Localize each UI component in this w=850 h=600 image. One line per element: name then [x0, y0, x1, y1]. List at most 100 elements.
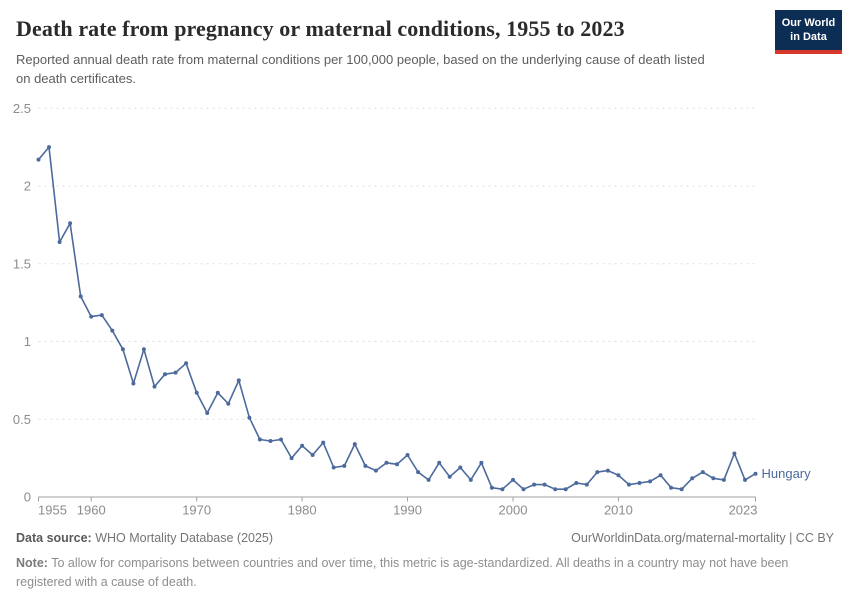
data-point-marker [68, 221, 73, 226]
owid-logo: Our World in Data [775, 10, 842, 54]
data-point-marker [627, 482, 631, 487]
x-axis-tick-label: 1960 [77, 503, 106, 518]
data-point-marker [78, 294, 83, 299]
data-point-marker [279, 437, 283, 442]
data-point-marker [679, 487, 684, 492]
data-point-marker [563, 487, 568, 492]
data-point-marker [732, 451, 737, 456]
data-point-marker [57, 240, 62, 244]
data-source-label: Data source: [16, 531, 92, 545]
x-axis-tick-label: 1970 [182, 503, 211, 518]
data-point-marker [47, 145, 51, 150]
data-point-marker [384, 460, 389, 465]
y-axis-tick-label: 2 [24, 179, 31, 194]
y-axis-tick-label: 2.5 [13, 101, 31, 116]
chart-footer: Data source: WHO Mortality Database (202… [16, 531, 834, 592]
data-point-marker [489, 485, 494, 490]
data-point-marker [215, 390, 220, 395]
data-point-marker [447, 474, 452, 479]
x-axis-tick-label: 2023 [729, 503, 758, 518]
data-point-marker [321, 440, 326, 445]
owid-logo-box: Our World in Data [775, 10, 842, 50]
data-point-marker [468, 477, 473, 482]
data-point-marker [616, 473, 621, 478]
data-point-marker [247, 415, 252, 420]
owid-logo-accent-bar [775, 49, 842, 54]
data-point-marker [574, 481, 579, 485]
data-point-marker [669, 485, 674, 490]
chart-subtitle: Reported annual death rate from maternal… [16, 52, 705, 86]
data-point-marker [163, 372, 167, 377]
entity-label-hungary[interactable]: Hungary [762, 466, 812, 481]
y-axis-tick-label: 0 [24, 490, 31, 505]
data-point-marker [300, 443, 305, 448]
x-axis-tick-label: 1980 [288, 503, 317, 518]
data-point-marker [584, 482, 589, 487]
data-point-marker [257, 437, 262, 442]
source-row: Data source: WHO Mortality Database (202… [16, 531, 834, 545]
data-point-marker [120, 347, 125, 352]
data-point-marker [743, 477, 747, 482]
data-point-marker [437, 460, 442, 465]
x-axis-tick-label: 1990 [393, 503, 422, 518]
data-point-marker [426, 477, 431, 482]
data-point-marker [89, 314, 94, 319]
data-point-marker [721, 477, 726, 482]
license-link[interactable]: OurWorldinData.org/maternal-mortality | … [571, 531, 834, 545]
data-source-value: WHO Mortality Database (2025) [91, 531, 274, 545]
data-point-marker [711, 476, 716, 481]
data-point-marker [532, 482, 537, 487]
data-point-marker [141, 347, 146, 352]
data-point-marker [553, 487, 558, 492]
data-point-marker [521, 487, 526, 492]
owid-logo-line1: Our World [781, 17, 836, 29]
data-point-marker [236, 378, 241, 383]
y-axis-tick-label: 1.5 [13, 256, 31, 271]
data-point-marker [658, 473, 663, 478]
data-point-marker [648, 479, 653, 484]
line-series-hungary[interactable] [37, 146, 757, 491]
y-axis-tick-label: 1 [24, 334, 31, 349]
data-point-marker [373, 468, 378, 473]
data-point-marker [458, 465, 463, 470]
note-label: Note: [16, 556, 48, 570]
data-point-marker [395, 462, 399, 467]
data-source-text: Data source: WHO Mortality Database (202… [16, 531, 273, 545]
data-point-marker [36, 157, 41, 162]
data-point-marker [152, 384, 157, 389]
data-point-marker [595, 470, 600, 475]
chart-title: Death rate from pregnancy or maternal co… [16, 16, 625, 41]
data-point-marker [700, 470, 705, 475]
data-point-marker [511, 477, 515, 482]
data-point-marker [605, 468, 610, 473]
data-point-marker [542, 482, 547, 487]
data-point-marker [110, 328, 115, 333]
data-point-marker [500, 487, 505, 492]
data-point-marker [331, 465, 336, 470]
note-row: Note: To allow for comparisons between c… [16, 554, 828, 592]
data-point-marker [342, 463, 347, 468]
data-point-marker [310, 453, 315, 457]
x-axis-tick-label: 1955 [38, 503, 67, 518]
data-point-marker [352, 442, 357, 447]
data-point-marker [289, 456, 294, 461]
data-point-marker [416, 470, 421, 475]
data-point-marker [205, 411, 210, 415]
data-point-marker [173, 370, 178, 375]
x-axis-tick-label: 2010 [604, 503, 633, 518]
data-point-marker [690, 476, 695, 481]
note-text: To allow for comparisons between countri… [16, 556, 789, 589]
data-point-marker [194, 390, 199, 395]
data-point-marker [226, 401, 231, 406]
data-point-marker [753, 471, 758, 476]
data-point-marker [184, 361, 189, 366]
data-point-marker [479, 460, 484, 465]
chart-header: Death rate from pregnancy or maternal co… [16, 16, 766, 89]
data-point-marker [268, 439, 273, 443]
data-point-marker [405, 453, 410, 457]
x-axis-tick-label: 2000 [499, 503, 528, 518]
data-point-marker [99, 313, 104, 318]
data-point-marker [637, 481, 642, 485]
